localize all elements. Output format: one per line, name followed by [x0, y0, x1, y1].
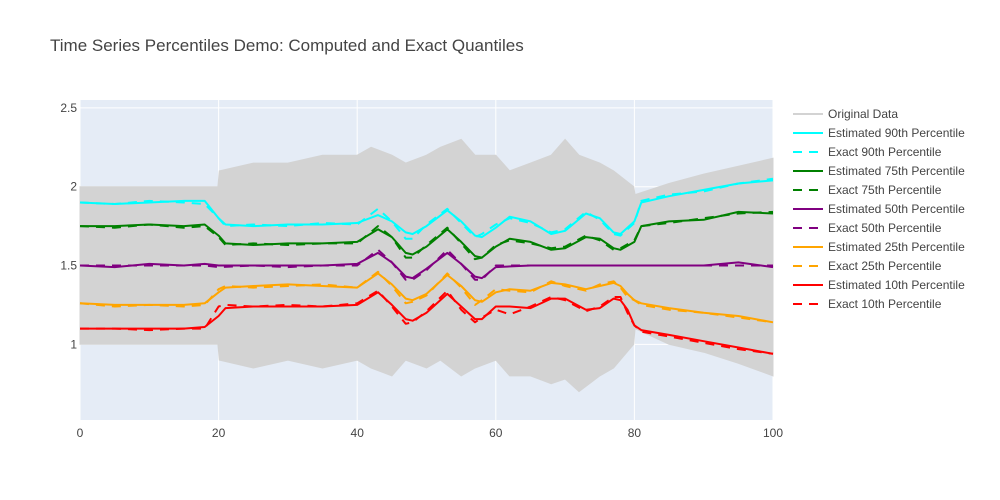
original-data-band — [79, 138, 774, 393]
legend-item-exact-90th-percentile[interactable]: Exact 90th Percentile — [793, 145, 942, 159]
legend-label: Estimated 10th Percentile — [828, 278, 965, 292]
y-tick-label: 2.5 — [60, 101, 77, 115]
legend[interactable]: Original Data Estimated 90th Percentile Ex… — [793, 107, 965, 311]
legend-item-estimated-90th-percentile[interactable]: Estimated 90th Percentile — [793, 126, 965, 140]
legend-label: Estimated 50th Percentile — [828, 202, 965, 216]
legend-label: Exact 50th Percentile — [828, 221, 942, 235]
legend-label: Exact 10th Percentile — [828, 297, 942, 311]
legend-item-estimated-10th-percentile[interactable]: Estimated 10th Percentile — [793, 278, 965, 292]
legend-item-estimated-75th-percentile[interactable]: Estimated 75th Percentile — [793, 164, 965, 178]
legend-item-exact-10th-percentile[interactable]: Exact 10th Percentile — [793, 297, 942, 311]
x-tick-label: 40 — [351, 426, 365, 440]
x-tick-label: 20 — [212, 426, 226, 440]
legend-label: Exact 90th Percentile — [828, 145, 942, 159]
estimated-50th-percentile-line — [79, 251, 774, 280]
legend-label: Estimated 75th Percentile — [828, 164, 965, 178]
x-tick-label: 0 — [77, 426, 84, 440]
x-tick-label: 60 — [489, 426, 503, 440]
legend-item-estimated-25th-percentile[interactable]: Estimated 25th Percentile — [793, 240, 965, 254]
exact-50th-percentile-line — [80, 248, 773, 281]
estimated-10th-percentile-line — [80, 291, 774, 355]
legend-label: Estimated 90th Percentile — [828, 126, 965, 140]
legend-label: Exact 75th Percentile — [828, 183, 942, 197]
y-tick-label: 1 — [70, 337, 77, 351]
legend-label: Original Data — [828, 107, 898, 121]
legend-label: Exact 25th Percentile — [828, 259, 942, 273]
y-tick-label: 1.5 — [60, 259, 77, 273]
chart-title: Time Series Percentiles Demo: Computed a… — [50, 36, 524, 55]
estimated-75th-percentile-line — [80, 210, 774, 259]
legend-item-exact-25th-percentile[interactable]: Exact 25th Percentile — [793, 259, 942, 273]
y-tick-label: 2 — [70, 180, 77, 194]
legend-item-exact-50th-percentile[interactable]: Exact 50th Percentile — [793, 221, 942, 235]
exact-90th-percentile-line — [79, 177, 774, 240]
estimated-25th-percentile-line — [79, 272, 774, 324]
axis-ticks: 0 20 40 60 80 100 1 1.5 2 2.5 — [60, 101, 783, 440]
original-data-layer — [79, 138, 774, 393]
percentile-lines-layer — [79, 177, 774, 355]
x-tick-label: 100 — [763, 426, 783, 440]
legend-item-estimated-50th-percentile[interactable]: Estimated 50th Percentile — [793, 202, 965, 216]
legend-item-exact-75th-percentile[interactable]: Exact 75th Percentile — [793, 183, 942, 197]
exact-25th-percentile-line — [79, 270, 774, 324]
exact-75th-percentile-line — [79, 210, 774, 261]
legend-item-original-data[interactable]: Original Data — [793, 107, 898, 121]
legend-label: Estimated 25th Percentile — [828, 240, 965, 254]
x-tick-label: 80 — [628, 426, 642, 440]
